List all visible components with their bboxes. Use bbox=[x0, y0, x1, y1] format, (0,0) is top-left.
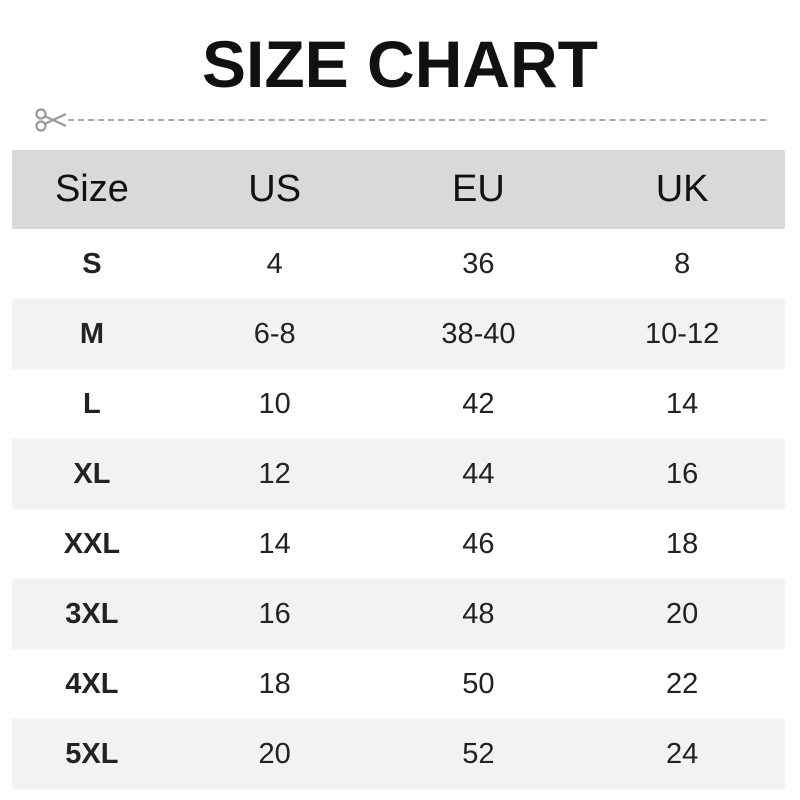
cell-eu: 38-40 bbox=[441, 317, 516, 350]
table-row: 4XL 18 50 22 bbox=[12, 649, 785, 719]
table-row: XL 12 44 16 bbox=[12, 439, 785, 509]
header-uk: UK bbox=[655, 168, 709, 210]
cell-eu: 44 bbox=[462, 457, 495, 490]
cell-us: 20 bbox=[258, 737, 291, 770]
cell-eu: 52 bbox=[462, 737, 495, 770]
cell-eu: 50 bbox=[462, 667, 495, 700]
cell-us: 16 bbox=[258, 597, 291, 630]
table-header: Size US EU UK bbox=[12, 150, 785, 229]
cell-size: XXL bbox=[63, 527, 121, 560]
cell-us: 10 bbox=[258, 387, 291, 420]
cell-size: S bbox=[82, 247, 102, 280]
cell-uk: 20 bbox=[666, 597, 699, 630]
cell-uk: 16 bbox=[666, 457, 699, 490]
table-row: 5XL 20 52 24 bbox=[12, 719, 785, 789]
page-title: SIZE CHART bbox=[202, 27, 598, 101]
cell-uk: 18 bbox=[666, 527, 699, 560]
cell-us: 4 bbox=[266, 247, 283, 280]
cut-line bbox=[34, 106, 774, 134]
header-size: Size bbox=[54, 168, 129, 210]
cell-eu: 42 bbox=[462, 387, 495, 420]
cell-size: 3XL bbox=[65, 597, 119, 630]
header-us: US bbox=[248, 168, 302, 210]
cell-size: M bbox=[79, 317, 104, 350]
cell-us: 14 bbox=[258, 527, 291, 560]
header-eu: EU bbox=[452, 168, 505, 210]
table-row: S 4 36 8 bbox=[12, 229, 785, 299]
cell-uk: 8 bbox=[674, 247, 691, 280]
size-table: Size US EU UK S 4 36 8 M 6-8 38-40 10-12 L 10 42 14… bbox=[12, 150, 785, 789]
cell-us: 18 bbox=[258, 667, 291, 700]
cell-us: 12 bbox=[258, 457, 291, 490]
cell-size: L bbox=[83, 387, 101, 420]
cell-uk: 10-12 bbox=[645, 317, 720, 350]
cell-eu: 36 bbox=[462, 247, 495, 280]
table-row: XXL 14 46 18 bbox=[12, 509, 785, 579]
cell-size: XL bbox=[73, 457, 111, 490]
cell-eu: 46 bbox=[462, 527, 495, 560]
scissors-icon bbox=[35, 108, 67, 132]
cell-eu: 48 bbox=[462, 597, 495, 630]
cell-size: 4XL bbox=[65, 667, 119, 700]
cell-uk: 22 bbox=[666, 667, 699, 700]
cell-uk: 24 bbox=[666, 737, 699, 770]
cell-us: 6-8 bbox=[253, 317, 296, 350]
dashed-line bbox=[68, 119, 766, 121]
cell-uk: 14 bbox=[666, 387, 699, 420]
table-row: M 6-8 38-40 10-12 bbox=[12, 299, 785, 369]
table-row: 3XL 16 48 20 bbox=[12, 579, 785, 649]
cell-size: 5XL bbox=[65, 737, 119, 770]
table-row: L 10 42 14 bbox=[12, 369, 785, 439]
